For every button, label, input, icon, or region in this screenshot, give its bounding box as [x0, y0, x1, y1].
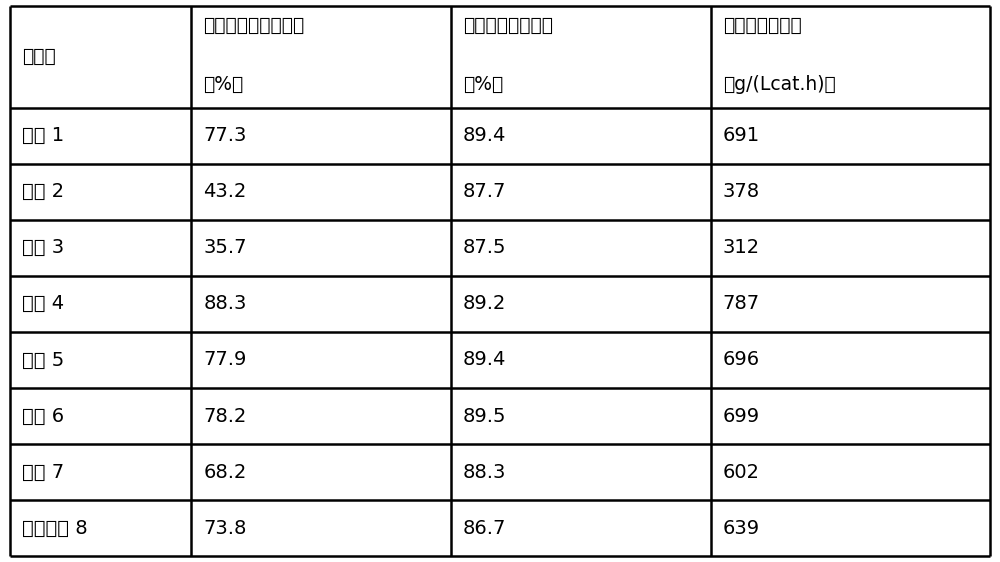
Text: 亚硝酸甲酯的转化率: 亚硝酸甲酯的转化率	[203, 16, 305, 35]
Text: 碳酸二甲酯选择性: 碳酸二甲酯选择性	[463, 16, 553, 35]
Text: 787: 787	[723, 294, 760, 314]
Text: 89.4: 89.4	[463, 126, 506, 145]
Text: 78.2: 78.2	[203, 407, 247, 425]
Text: 87.7: 87.7	[463, 182, 506, 201]
Text: （g/(Lcat.h)）: （g/(Lcat.h)）	[723, 75, 835, 94]
Text: 样品 2: 样品 2	[22, 182, 64, 201]
Text: 86.7: 86.7	[463, 519, 506, 538]
Text: 88.3: 88.3	[203, 294, 247, 314]
Text: （%）: （%）	[203, 75, 244, 94]
Text: 699: 699	[723, 407, 760, 425]
Text: 602: 602	[723, 463, 760, 482]
Text: 312: 312	[723, 238, 760, 257]
Text: 691: 691	[723, 126, 760, 145]
Text: 对比样品 8: 对比样品 8	[22, 519, 88, 538]
Text: （%）: （%）	[463, 75, 503, 94]
Text: 样品 4: 样品 4	[22, 294, 64, 314]
Text: 639: 639	[723, 519, 760, 538]
Text: 87.5: 87.5	[463, 238, 506, 257]
Text: 77.9: 77.9	[203, 351, 247, 369]
Text: 催化剂: 催化剂	[22, 47, 56, 66]
Text: 378: 378	[723, 182, 760, 201]
Text: 88.3: 88.3	[463, 463, 506, 482]
Text: 样品 3: 样品 3	[22, 238, 64, 257]
Text: 样品 6: 样品 6	[22, 407, 64, 425]
Text: 77.3: 77.3	[203, 126, 247, 145]
Text: 43.2: 43.2	[203, 182, 247, 201]
Text: 89.2: 89.2	[463, 294, 506, 314]
Text: 89.5: 89.5	[463, 407, 506, 425]
Text: 68.2: 68.2	[203, 463, 247, 482]
Text: 696: 696	[723, 351, 760, 369]
Text: 35.7: 35.7	[203, 238, 247, 257]
Text: 样品 1: 样品 1	[22, 126, 64, 145]
Text: 催化剂时空产率: 催化剂时空产率	[723, 16, 801, 35]
Text: 89.4: 89.4	[463, 351, 506, 369]
Text: 样品 7: 样品 7	[22, 463, 64, 482]
Text: 73.8: 73.8	[203, 519, 247, 538]
Text: 样品 5: 样品 5	[22, 351, 64, 369]
